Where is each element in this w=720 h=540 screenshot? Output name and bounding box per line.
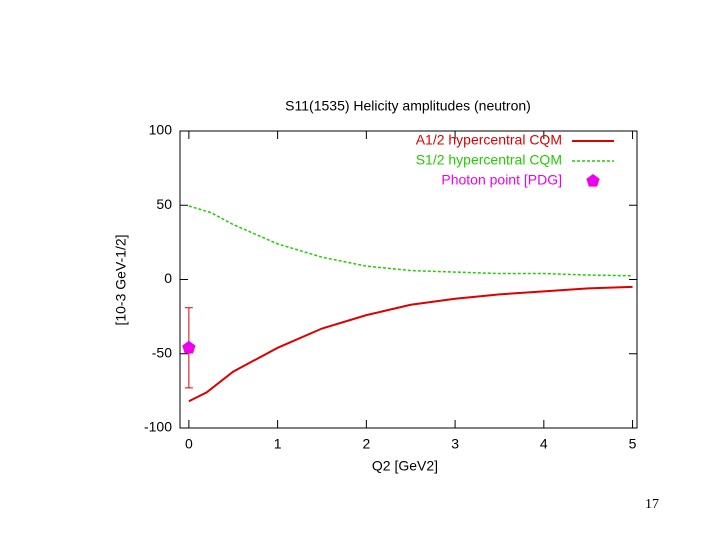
y-tick-label: 100 <box>149 122 173 138</box>
chart-title: S11(1535) Helicity amplitudes (neutron) <box>285 98 531 114</box>
legend-label: A1/2 hypercentral CQM <box>416 132 562 148</box>
x-tick-label: 5 <box>629 436 637 452</box>
page-number: 17 <box>645 497 659 512</box>
x-tick-label: 2 <box>362 436 370 452</box>
y-tick-label: -100 <box>144 419 172 435</box>
y-tick-label: 0 <box>164 270 172 286</box>
y-tick-label: 50 <box>156 196 172 212</box>
data-line <box>188 285 633 403</box>
legend-label: Photon point [PDG] <box>441 172 562 188</box>
y-axis-label: [10-3 GeV-1/2] <box>113 234 129 325</box>
data-line <box>188 205 633 277</box>
x-tick-label: 3 <box>451 436 459 452</box>
data-point <box>182 340 196 354</box>
y-tick-label: -50 <box>152 344 172 360</box>
legend-marker <box>586 174 600 187</box>
x-tick-label: 4 <box>540 436 548 452</box>
x-axis-label: Q2 [GeV2] <box>372 458 438 474</box>
x-tick-label: 1 <box>274 436 282 452</box>
x-tick-label: 0 <box>185 436 193 452</box>
legend-label: S1/2 hypercentral CQM <box>416 152 562 168</box>
